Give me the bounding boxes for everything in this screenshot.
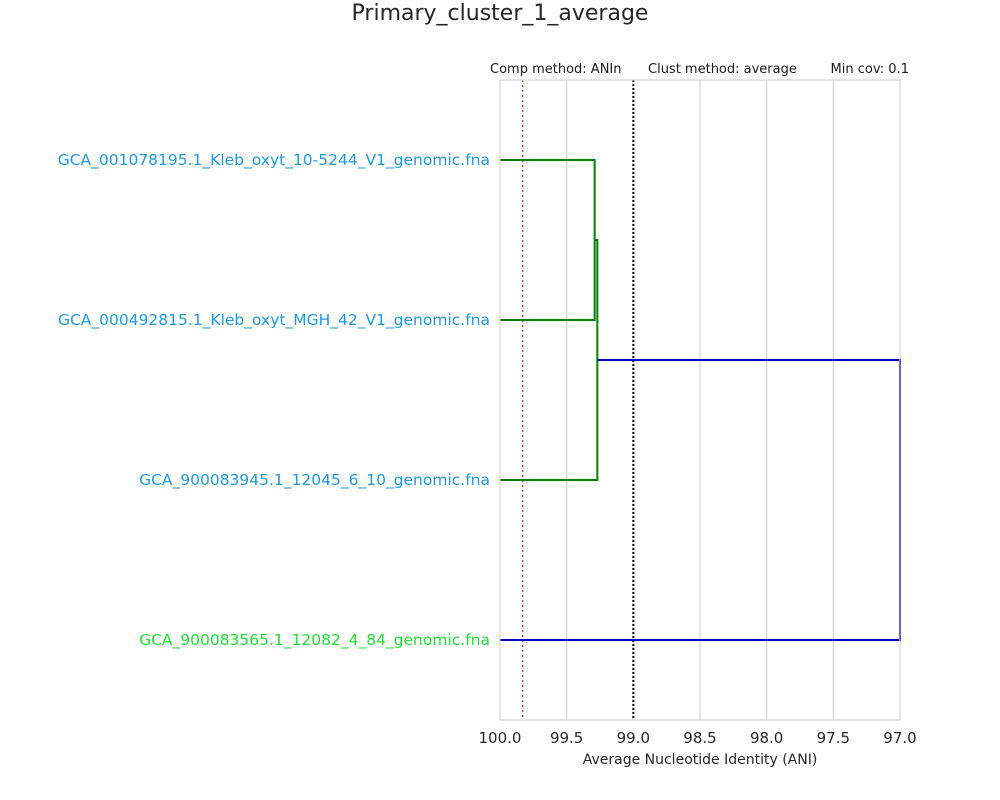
x-tick-label: 97.5 [817,729,850,747]
x-tick-label: 98.0 [750,729,783,747]
threshold-lines [522,80,635,720]
plot-frame [499,79,901,721]
leaf-labels: GCA_001078195.1_Kleb_oxyt_10-5244_V1_gen… [58,151,490,650]
chart-title: Primary_cluster_1_average [352,1,649,26]
x-tick-label: 100.0 [479,729,522,747]
comp-method-label: Comp method: ANIn [490,62,622,77]
x-tick-label: 99.0 [617,729,650,747]
x-tick-label: 97.0 [883,729,916,747]
clust-method-label: Clust method: average [648,62,797,77]
min-cov-label: Min cov: 0.1 [831,62,909,77]
dendrogram-link [500,159,596,321]
dendrogram-link [500,239,599,481]
leaf-label: GCA_900083565.1_12082_4_84_genomic.fna [139,631,490,650]
leaf-label: GCA_001078195.1_Kleb_oxyt_10-5244_V1_gen… [58,151,490,170]
leaf-label: GCA_900083945.1_12045_6_10_genomic.fna [139,471,490,490]
leaf-label: GCA_000492815.1_Kleb_oxyt_MGH_42_V1_geno… [58,311,490,330]
x-axis-ticks: 100.0 99.5 99.0 98.5 98.0 97.5 97.0 [479,729,917,747]
x-tick-label: 98.5 [683,729,716,747]
x-axis-label: Average Nucleotide Identity (ANI) [583,752,818,768]
x-tick-label: 99.5 [550,729,583,747]
grid-lines [499,80,901,720]
